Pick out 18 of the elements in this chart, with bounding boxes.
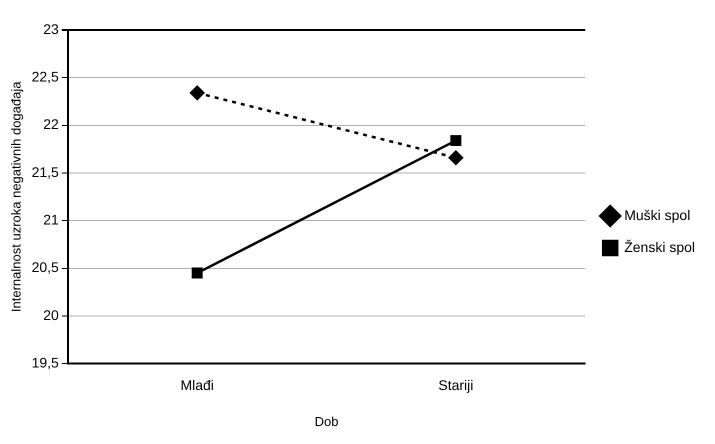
y-tick-label: 20 [43,306,60,323]
point [192,268,203,279]
point [448,150,464,165]
y-tick-label: 21,5 [32,164,60,180]
y-tick-label: 22,5 [32,68,60,85]
x-axis-title: Dob [314,414,338,429]
point [450,135,462,146]
legend-label: Muški spol [624,206,690,223]
y-tick-label: 22 [43,116,60,132]
y-tick-label: 19,5 [32,354,60,370]
y-axis-title: Internalnost uzroka negativnih događaja [8,80,24,312]
point [190,86,204,100]
y-tick-label: 23 [43,20,60,37]
y-tick-label: 20,5 [32,259,60,276]
legend-label: Ženski spol [624,238,696,255]
x-tick-label: Stariji [438,376,474,393]
x-tick-label: Mlađi [180,376,214,393]
y-tick-label: 21 [43,211,60,228]
